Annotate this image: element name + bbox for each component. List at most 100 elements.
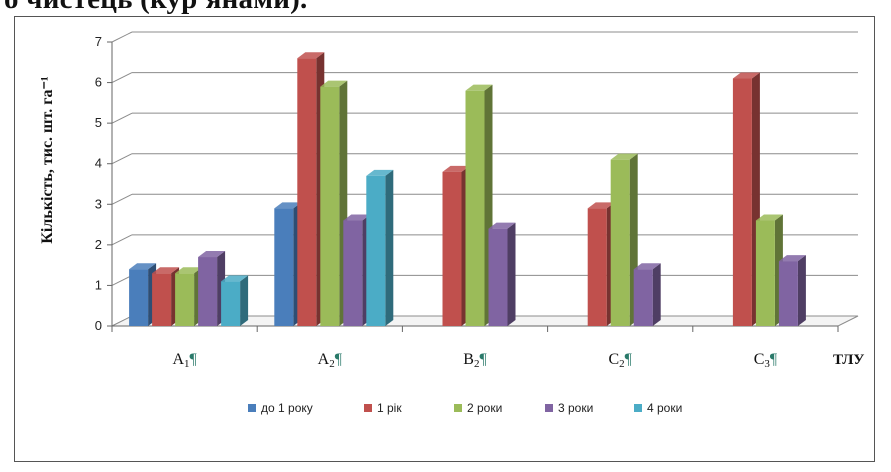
bar-side xyxy=(240,275,249,326)
bar-top xyxy=(442,165,470,172)
bar-top xyxy=(198,251,226,258)
legend: до 1 року 1 рік 2 роки 3 роки 4 роки xyxy=(248,401,682,415)
y-tick-label: 4 xyxy=(95,156,102,171)
bar-front xyxy=(465,90,485,326)
gridline-side xyxy=(111,112,133,124)
bar-top xyxy=(320,80,348,87)
y-tick-label: 1 xyxy=(95,277,102,292)
bar-top xyxy=(610,153,638,160)
bar xyxy=(343,214,371,326)
y-tick-label: 0 xyxy=(95,318,102,333)
bar-top xyxy=(297,52,325,59)
y-tick-labels: 0 1 2 3 4 5 6 7 xyxy=(95,34,102,333)
legend-item: 3 роки xyxy=(545,401,593,415)
bar-front xyxy=(732,78,752,326)
bar-front xyxy=(366,175,386,326)
y-tick-label: 6 xyxy=(95,75,102,90)
bar xyxy=(732,72,760,326)
bar-side xyxy=(652,263,661,326)
bar-top xyxy=(633,263,661,270)
bar-top xyxy=(274,202,302,209)
bar-front xyxy=(175,273,195,326)
legend-swatch xyxy=(248,404,256,412)
bar-top xyxy=(129,263,157,270)
legend-swatch xyxy=(364,404,372,412)
bar-top xyxy=(488,222,516,229)
bar-top xyxy=(587,202,615,209)
gridline-side xyxy=(111,234,133,246)
bar-top xyxy=(175,267,203,274)
bar xyxy=(129,263,157,326)
bar xyxy=(633,263,661,326)
bar xyxy=(175,267,203,326)
bar xyxy=(198,251,226,326)
bar-front xyxy=(587,208,607,326)
bar-top xyxy=(732,72,760,79)
legend-item: 2 роки xyxy=(454,401,502,415)
bar xyxy=(488,222,516,326)
bar xyxy=(587,202,615,326)
gridline-side xyxy=(111,274,133,286)
x-category-label: B2¶ xyxy=(463,351,487,370)
bar xyxy=(610,153,638,326)
x-category-label: A1¶ xyxy=(172,351,197,370)
bar-front xyxy=(129,269,149,326)
bar-top xyxy=(343,214,371,221)
bar-side xyxy=(797,255,806,326)
bar-front xyxy=(633,269,653,326)
legend-label: 3 роки xyxy=(558,401,593,415)
legend-item: до 1 року xyxy=(248,401,313,415)
bar-front xyxy=(320,86,340,326)
bar-front xyxy=(442,171,462,326)
legend-label: 4 роки xyxy=(647,401,682,415)
y-tick-label: 5 xyxy=(95,115,102,130)
bar-front xyxy=(297,58,317,326)
gridline-side xyxy=(111,193,133,205)
bar-side xyxy=(507,222,516,326)
legend-item: 4 роки xyxy=(634,401,682,415)
bar-front xyxy=(755,220,775,326)
bar xyxy=(221,275,249,326)
x-category-label: C3¶ xyxy=(754,351,778,370)
caption-fragment: о чистець (кур'янами). xyxy=(4,0,307,16)
bar-front xyxy=(610,159,630,326)
bar xyxy=(152,267,180,326)
bar-side xyxy=(385,169,394,326)
bar xyxy=(366,169,394,326)
bars xyxy=(129,52,806,326)
bar xyxy=(465,84,493,326)
x-category-label: A2¶ xyxy=(318,351,343,370)
bar-top xyxy=(152,267,180,274)
bar xyxy=(297,52,325,326)
legend-swatch xyxy=(454,404,462,412)
bar-top xyxy=(221,275,249,282)
y-tick-label: 7 xyxy=(95,34,102,49)
bar-top xyxy=(778,255,806,262)
gridline-side xyxy=(111,31,133,43)
bar-front xyxy=(152,273,172,326)
gridline-side xyxy=(111,72,133,84)
bar-top xyxy=(465,84,493,91)
y-tick-label: 3 xyxy=(95,196,102,211)
bar xyxy=(755,214,783,326)
bar-front xyxy=(778,261,798,326)
x-category-labels: A1¶ A2¶ B2¶ C2¶ C3¶ xyxy=(172,351,777,370)
x-axis-label: ТЛУ xyxy=(833,352,864,368)
bar-front xyxy=(198,257,218,326)
legend-item: 1 рік xyxy=(364,401,402,415)
bar-top xyxy=(366,169,394,176)
bar xyxy=(442,165,470,326)
bar-front xyxy=(221,281,241,326)
bar xyxy=(320,80,348,326)
gridline-side xyxy=(111,153,133,165)
legend-label: 1 рік xyxy=(377,401,402,415)
bar xyxy=(778,255,806,326)
bar-front xyxy=(274,208,294,326)
bar-top xyxy=(755,214,783,221)
bar xyxy=(274,202,302,326)
y-tick-label: 2 xyxy=(95,237,102,252)
bar-front xyxy=(488,228,508,326)
y-axis-label: Кількість, тис. шт. га⁻¹ xyxy=(39,76,56,244)
legend-label: до 1 року xyxy=(261,401,313,415)
